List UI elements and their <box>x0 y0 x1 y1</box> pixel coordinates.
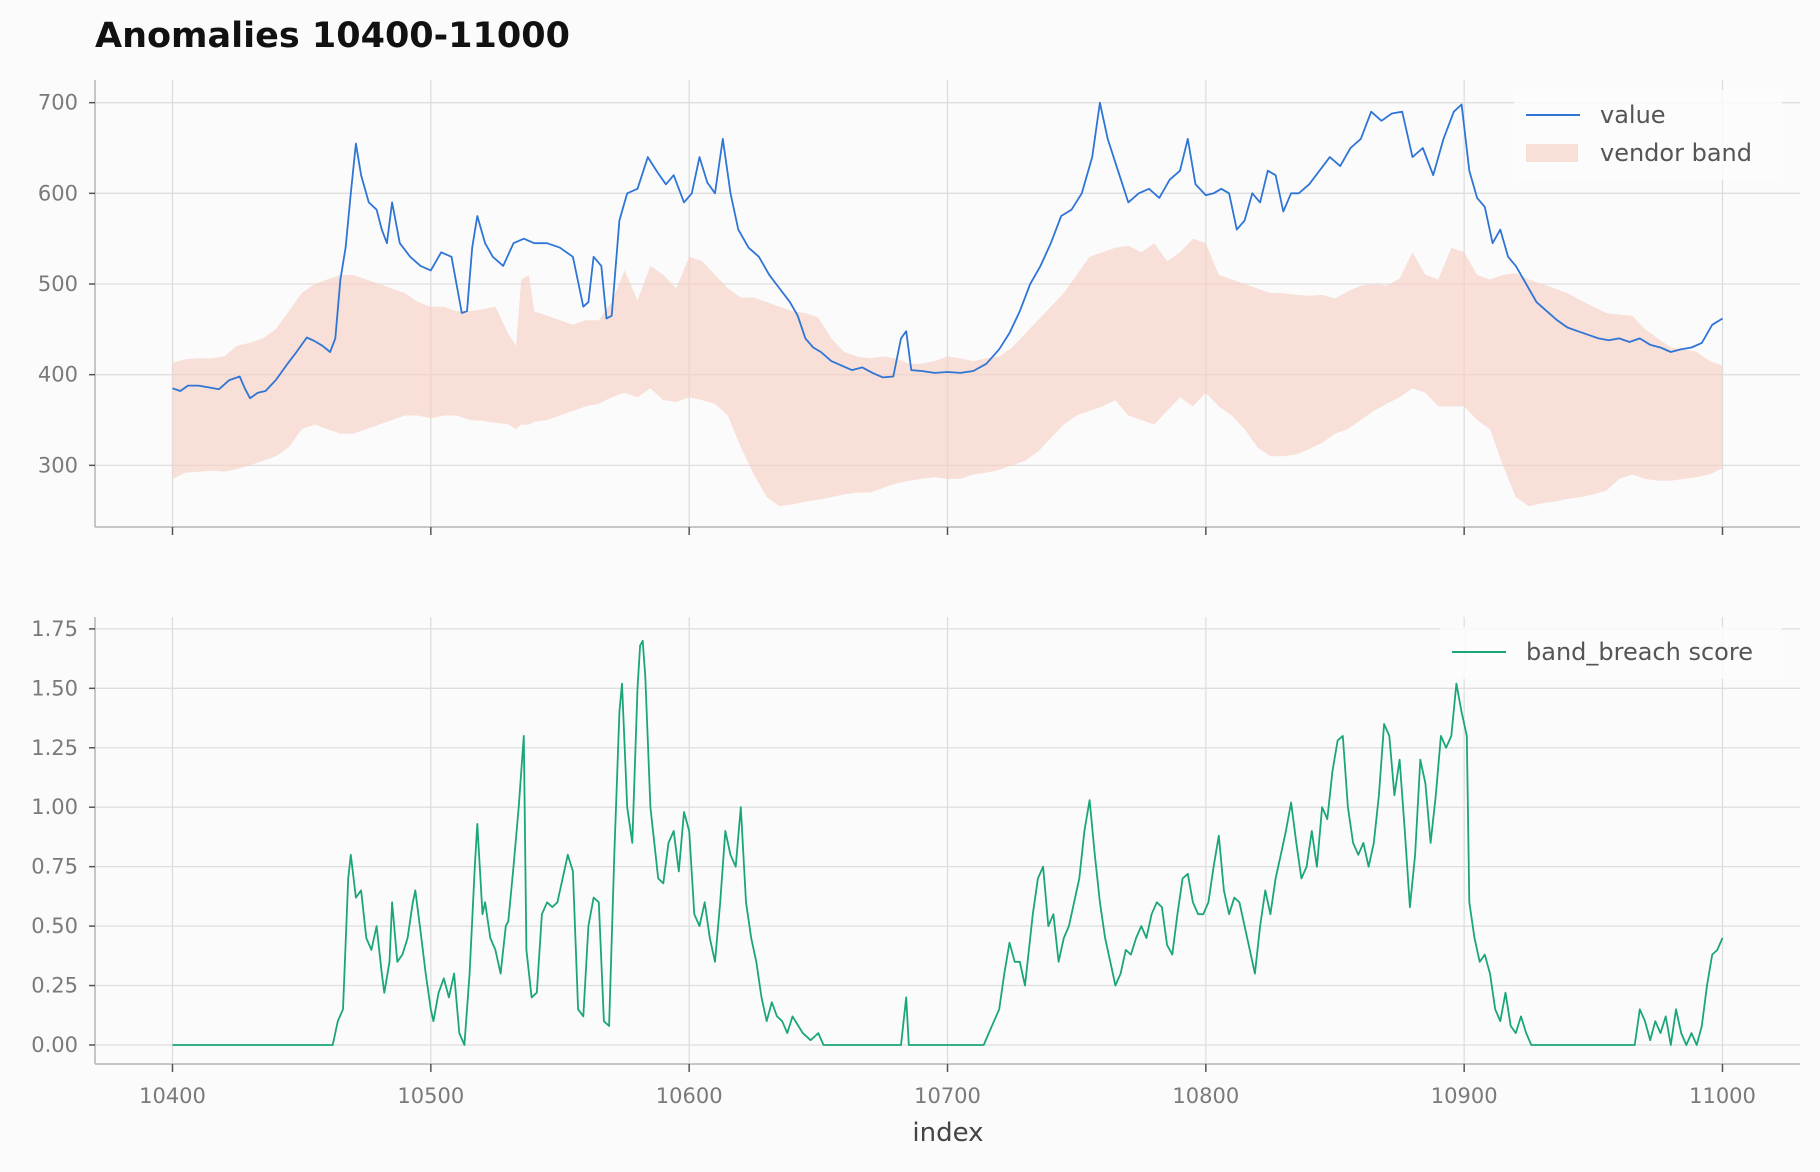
y-tick-label: 300 <box>38 453 78 477</box>
y-tick-label: 600 <box>38 181 78 205</box>
legend-box <box>1514 90 1782 180</box>
x-tick-label: 10800 <box>1172 1084 1239 1108</box>
legend-label: band_breach score <box>1526 638 1753 666</box>
y-tick-label: 500 <box>38 272 78 296</box>
y-tick-label: 1.00 <box>31 795 78 819</box>
chart-title: Anomalies 10400-11000 <box>95 16 570 56</box>
y-tick-label: 0.25 <box>31 974 78 998</box>
series-line-value <box>172 101 1723 400</box>
panel-score: 10400 10500 10600 10700 10800 10900 11000 0.00 0… <box>31 617 1800 1108</box>
x-tick-label: 10900 <box>1431 1084 1498 1108</box>
y-tick-label: 1.25 <box>31 736 78 760</box>
x-axis-title: index <box>912 1118 983 1148</box>
y-tick-label: 0.00 <box>31 1033 78 1057</box>
x-tick-label: 10600 <box>656 1084 723 1108</box>
legend-label: vendor band <box>1600 139 1752 167</box>
x-tick-label: 10700 <box>914 1084 981 1108</box>
y-tick-label: 1.75 <box>31 617 78 641</box>
y-tick-label: 700 <box>38 91 78 115</box>
legend-swatch-band <box>1526 144 1578 162</box>
legend: value vendor band <box>1514 90 1782 180</box>
legend-label: value <box>1600 101 1666 129</box>
y-tick-label: 0.50 <box>31 914 78 938</box>
y-tick-label: 0.75 <box>31 855 78 879</box>
y-tick-label: 1.50 <box>31 676 78 700</box>
legend: band_breach score <box>1440 627 1782 679</box>
x-tick-label: 11000 <box>1689 1084 1756 1108</box>
x-tick-label: 10500 <box>397 1084 464 1108</box>
series-line-band-breach-score <box>172 639 1724 1046</box>
y-tick-label: 400 <box>38 363 78 387</box>
panel-value: 300 400 500 600 700 value vendor band <box>38 80 1800 535</box>
x-tick-label: 10400 <box>139 1084 206 1108</box>
